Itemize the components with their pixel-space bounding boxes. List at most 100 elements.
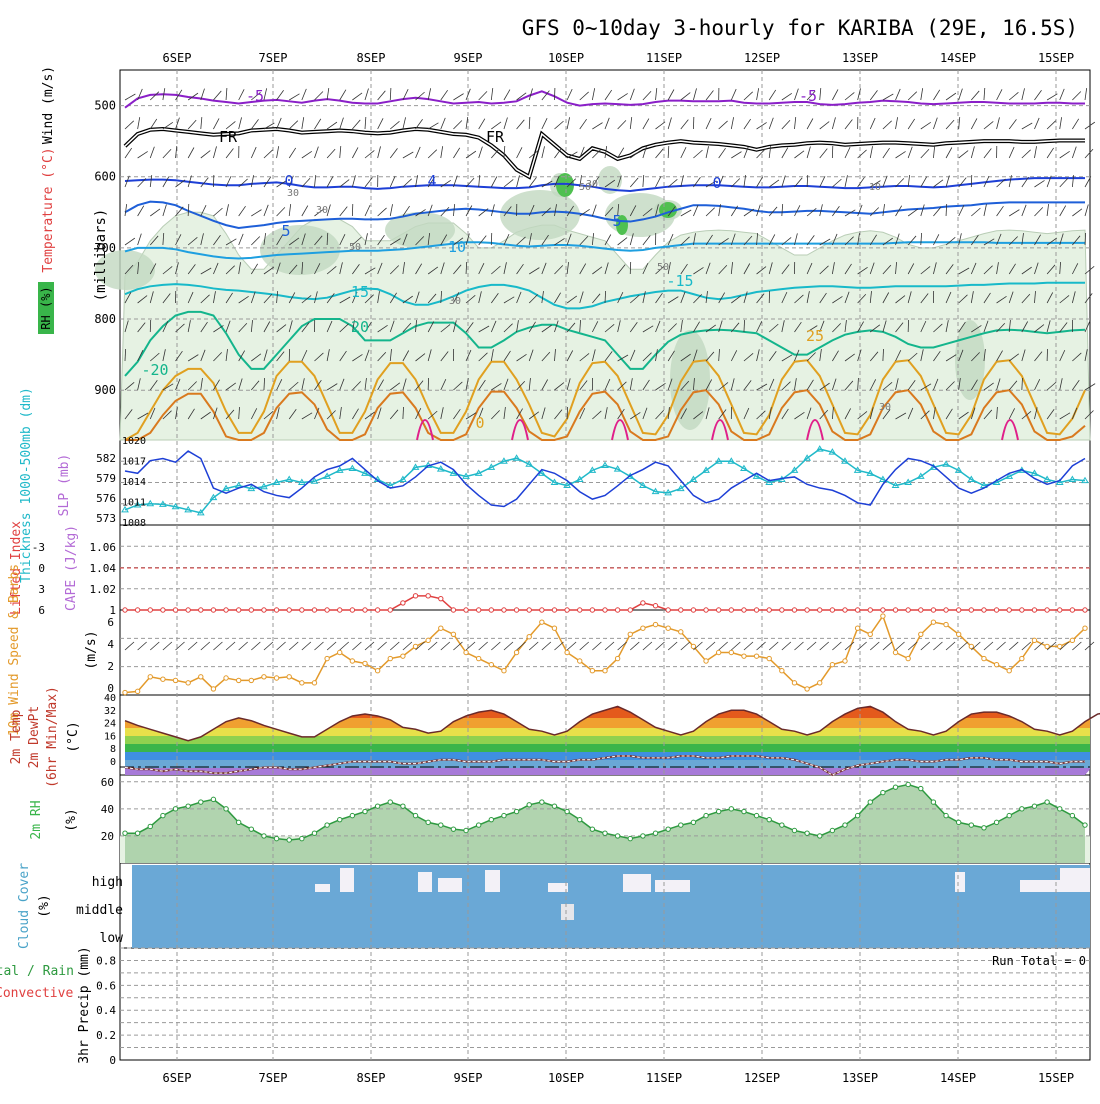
ylabel-precip-unit: 3hr Precip (mm)	[77, 946, 92, 1063]
wind-barb	[643, 119, 649, 129]
rh-line-point	[754, 813, 758, 817]
wind-barb	[820, 88, 821, 100]
cape-line-point	[729, 608, 733, 612]
wind-barb	[984, 88, 985, 100]
wind-barb	[933, 90, 939, 100]
surface-wind-barb	[744, 642, 753, 650]
wind-barb	[921, 88, 923, 100]
wind-speed-line-point	[578, 659, 582, 663]
wind-barb	[769, 118, 773, 129]
wind-barb	[643, 91, 651, 100]
wind-barb	[554, 121, 563, 129]
rh-contour-label: 50	[657, 262, 669, 273]
rh-line-point	[439, 823, 443, 827]
ylabel-millibars: (millibars)	[93, 209, 109, 302]
surface-wind-barb	[340, 642, 349, 650]
cape-line-point	[691, 608, 695, 612]
surface-wind-barb	[896, 642, 905, 650]
wind-barb	[504, 90, 510, 100]
wind-barb	[1034, 207, 1042, 216]
wind-barb	[1009, 92, 1018, 100]
wind-barb	[845, 175, 847, 187]
cape-line-point	[1007, 608, 1011, 612]
surface-wind-barb	[138, 642, 147, 650]
wind-barb	[125, 238, 135, 245]
cloud-fill	[132, 865, 1090, 948]
wind-speed-line-point	[401, 654, 405, 658]
isotherm-label: 0	[475, 414, 484, 432]
wind-barb	[782, 176, 786, 187]
rh-line-point	[1007, 813, 1011, 817]
rh-line-point	[476, 823, 480, 827]
rh-line-point	[552, 804, 556, 808]
wind-speed-line-point	[742, 654, 746, 658]
cape-line-point	[666, 608, 670, 612]
xtick-bottom: 13SEP	[842, 1071, 878, 1085]
wind-speed-line-point	[716, 650, 720, 654]
wind-barb	[188, 148, 194, 158]
ylabel-wind: Wind (m/s)	[41, 66, 56, 144]
cape-line-point	[956, 608, 960, 612]
wind-speed-line-point	[855, 626, 859, 630]
wind-barb	[870, 146, 872, 158]
cape-line-point	[173, 608, 177, 612]
wind-barb	[870, 90, 877, 100]
wind-barb	[883, 121, 892, 129]
surface-wind-barb	[706, 642, 715, 650]
isotherm-label: 15	[351, 283, 369, 301]
pressure-tick: 900	[94, 383, 116, 397]
wind-barb	[870, 118, 875, 129]
wind-barb	[213, 146, 216, 158]
wind-barb	[138, 206, 144, 216]
wind-barb	[832, 89, 838, 100]
wind-barb	[782, 120, 790, 129]
temp-band	[120, 768, 1090, 775]
cape-line-point	[805, 608, 809, 612]
surface-wind-barb	[314, 642, 323, 650]
rh-line-point	[287, 838, 291, 842]
wind-barb	[719, 121, 728, 129]
surface-wind-barb	[580, 642, 589, 650]
rh-line-point	[906, 782, 910, 786]
cape-line-point	[982, 608, 986, 612]
xtick-top: 7SEP	[259, 51, 288, 65]
surface-wind-barb	[757, 642, 766, 650]
wind-barb	[858, 150, 867, 158]
wind-barb	[479, 236, 487, 245]
wind-barb	[883, 204, 885, 216]
wind-barb	[820, 149, 828, 158]
wind-barb	[441, 90, 448, 100]
wind-speed-line-point	[502, 669, 506, 673]
rh-line-point	[502, 813, 506, 817]
wind-speed-line-point	[628, 632, 632, 636]
wind-barb	[883, 94, 893, 100]
rh-line-point	[982, 826, 986, 830]
rh-area	[125, 784, 1085, 863]
rh-line-point	[527, 803, 531, 807]
wind-barb	[453, 94, 463, 100]
rh-line-point	[1083, 823, 1087, 827]
wind-barb	[580, 119, 587, 129]
cape-line-point	[615, 608, 619, 612]
rh-line-point	[1020, 807, 1024, 811]
wind-barb	[314, 147, 318, 158]
rh-line-point	[805, 831, 809, 835]
wind-barb	[378, 118, 383, 129]
slp-tick: 1020	[122, 436, 146, 447]
rh-line-point	[944, 813, 948, 817]
wind-barb	[264, 205, 268, 216]
isotherm-label: FR	[486, 128, 505, 146]
cape-line-point	[161, 608, 165, 612]
cloud-level-label: middle	[76, 903, 123, 918]
cape-line-point	[527, 608, 531, 612]
surface-wind-barb	[251, 642, 260, 650]
wind-barb	[365, 205, 370, 216]
cape-line-point	[818, 608, 822, 612]
cape-line-point	[135, 608, 139, 612]
wind-barb	[921, 233, 922, 245]
rh-line-point	[325, 823, 329, 827]
xtick-top: 6SEP	[163, 51, 192, 65]
isotherm-label: 4	[427, 172, 436, 190]
surface-wind-barb	[327, 642, 336, 650]
rh-line-point	[679, 823, 683, 827]
